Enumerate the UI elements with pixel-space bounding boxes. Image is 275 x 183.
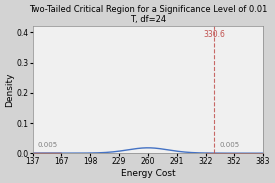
Y-axis label: Density: Density (5, 73, 14, 107)
Title: Two-Tailed Critical Region for a Significance Level of 0.01
T, df=24: Two-Tailed Critical Region for a Signifi… (29, 5, 267, 24)
Text: 330.6: 330.6 (204, 30, 226, 39)
X-axis label: Energy Cost: Energy Cost (121, 169, 175, 178)
Text: 0.005: 0.005 (38, 142, 58, 148)
Text: 0.005: 0.005 (219, 142, 239, 148)
